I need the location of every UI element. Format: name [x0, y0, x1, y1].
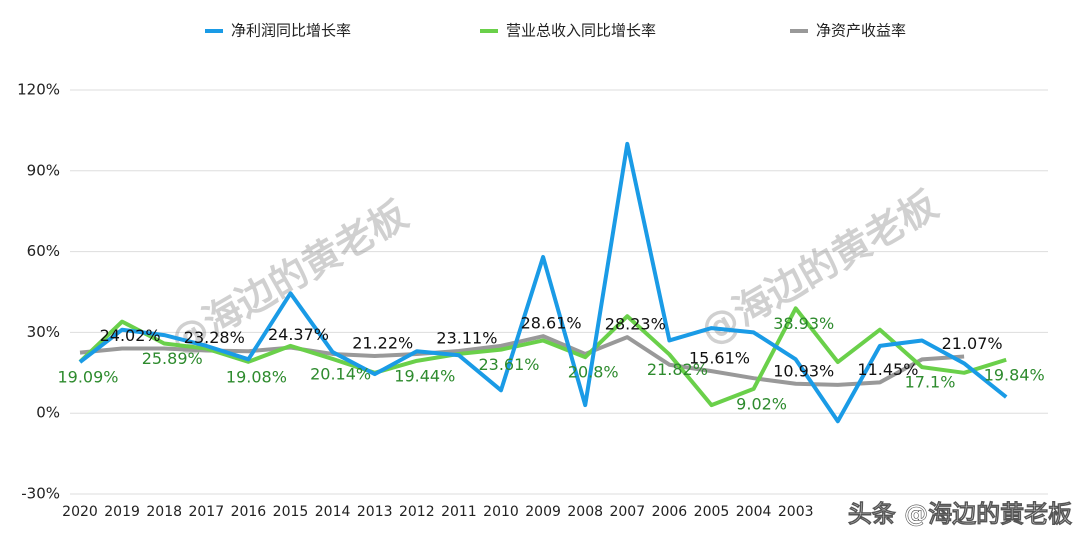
x-tick-label: 2011 — [441, 504, 477, 520]
x-tick-label: 2008 — [567, 504, 603, 520]
data-label: 24.37% — [268, 325, 329, 344]
data-label: 28.23% — [605, 315, 666, 334]
legend-label: 净资产收益率 — [816, 22, 906, 40]
data-label: 17.1% — [905, 373, 956, 392]
x-tick-label: 2019 — [104, 504, 140, 520]
legend-label: 净利润同比增长率 — [231, 22, 351, 40]
data-label: 15.61% — [689, 349, 750, 368]
y-tick-label: 120% — [17, 81, 60, 99]
watermark: 头条 @海边的黄老板 — [848, 500, 1073, 528]
data-label: 21.82% — [647, 360, 708, 379]
y-tick-label: 0% — [36, 404, 60, 422]
data-label: 25.89% — [142, 349, 203, 368]
data-label: 10.93% — [773, 361, 834, 380]
data-label: 23.11% — [436, 328, 497, 347]
y-tick-label: 60% — [27, 242, 60, 260]
x-tick-label: 2016 — [231, 504, 267, 520]
data-label: 23.28% — [184, 328, 245, 347]
x-tick-label: 2015 — [273, 504, 309, 520]
x-tick-label: 2005 — [694, 504, 730, 520]
data-label: 11.45% — [857, 360, 918, 379]
data-label: 19.08% — [226, 367, 287, 386]
data-label: 9.02% — [736, 394, 787, 413]
data-label: 19.44% — [394, 366, 455, 385]
data-label: 19.09% — [57, 367, 118, 386]
data-label: 21.07% — [942, 334, 1003, 353]
x-tick-label: 2004 — [736, 504, 772, 520]
data-label: 20.8% — [568, 363, 619, 382]
x-tick-label: 2014 — [315, 504, 351, 520]
y-tick-label: -30% — [21, 485, 60, 503]
y-tick-label: 30% — [27, 323, 60, 341]
x-tick-label: 2010 — [483, 504, 519, 520]
series-line — [78, 306, 1007, 408]
x-tick-label: 2017 — [188, 504, 224, 520]
y-tick-label: 90% — [27, 161, 60, 179]
x-tick-label: 2006 — [652, 504, 688, 520]
x-tick-label: 2012 — [399, 504, 435, 520]
x-tick-label: 2020 — [62, 504, 98, 520]
series-line — [78, 141, 1008, 424]
data-label: 23.61% — [478, 355, 539, 374]
data-label: 20.14% — [310, 364, 371, 383]
data-label: 19.84% — [984, 365, 1045, 384]
legend-label: 营业总收入同比增长率 — [506, 22, 656, 40]
x-tick-label: 2018 — [146, 504, 182, 520]
data-label: 24.02% — [100, 326, 161, 345]
x-tick-label: 2007 — [609, 504, 645, 520]
data-label: 38.93% — [773, 314, 834, 333]
x-tick-label: 2009 — [525, 504, 561, 520]
x-tick-label: 2003 — [778, 504, 814, 520]
x-tick-label: 2013 — [357, 504, 393, 520]
data-label: 28.61% — [521, 314, 582, 333]
data-label: 21.22% — [352, 334, 413, 353]
